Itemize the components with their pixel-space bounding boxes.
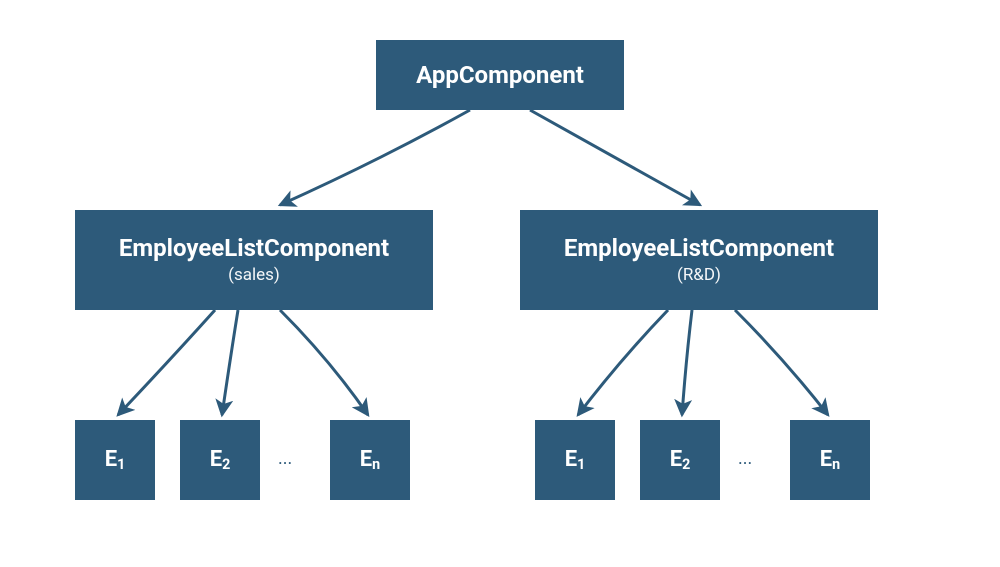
node-employee-list-sales: EmployeeListComponent (sales)	[75, 210, 433, 310]
node-subtitle: (sales)	[228, 265, 280, 285]
edge-list_sales-to-sales_e2	[222, 310, 238, 415]
node-title: AppComponent	[416, 61, 584, 90]
node-title: EmployeeListComponent	[564, 234, 834, 263]
leaf-label: E2	[210, 447, 231, 473]
node-app-component: AppComponent	[376, 40, 624, 110]
ellipsis-sales: ...	[278, 448, 292, 469]
node-employee-rd-2: E2	[640, 420, 720, 500]
leaf-label: En	[360, 447, 380, 473]
leaf-label: En	[820, 447, 840, 473]
node-employee-rd-n: En	[790, 420, 870, 500]
edge-root-to-list_sales	[280, 110, 470, 205]
node-employee-list-rd: EmployeeListComponent (R&D)	[520, 210, 878, 310]
edge-root-to-list_rd	[530, 110, 700, 205]
leaf-label: E1	[565, 447, 586, 473]
edge-list_sales-to-sales_e1	[118, 310, 215, 415]
leaf-label: E2	[670, 447, 691, 473]
node-subtitle: (R&D)	[677, 265, 721, 285]
leaf-label: E1	[105, 447, 126, 473]
edge-list_sales-to-sales_en	[280, 310, 368, 415]
node-title: EmployeeListComponent	[119, 234, 389, 263]
node-employee-sales-1: E1	[75, 420, 155, 500]
node-employee-sales-2: E2	[180, 420, 260, 500]
ellipsis-rd: ...	[738, 448, 752, 469]
edge-list_rd-to-rd_e1	[578, 310, 668, 415]
edge-list_rd-to-rd_e2	[682, 310, 692, 415]
edge-list_rd-to-rd_en	[735, 310, 828, 415]
node-employee-rd-1: E1	[535, 420, 615, 500]
diagram-canvas: AppComponent EmployeeListComponent (sale…	[0, 0, 1000, 567]
node-employee-sales-n: En	[330, 420, 410, 500]
